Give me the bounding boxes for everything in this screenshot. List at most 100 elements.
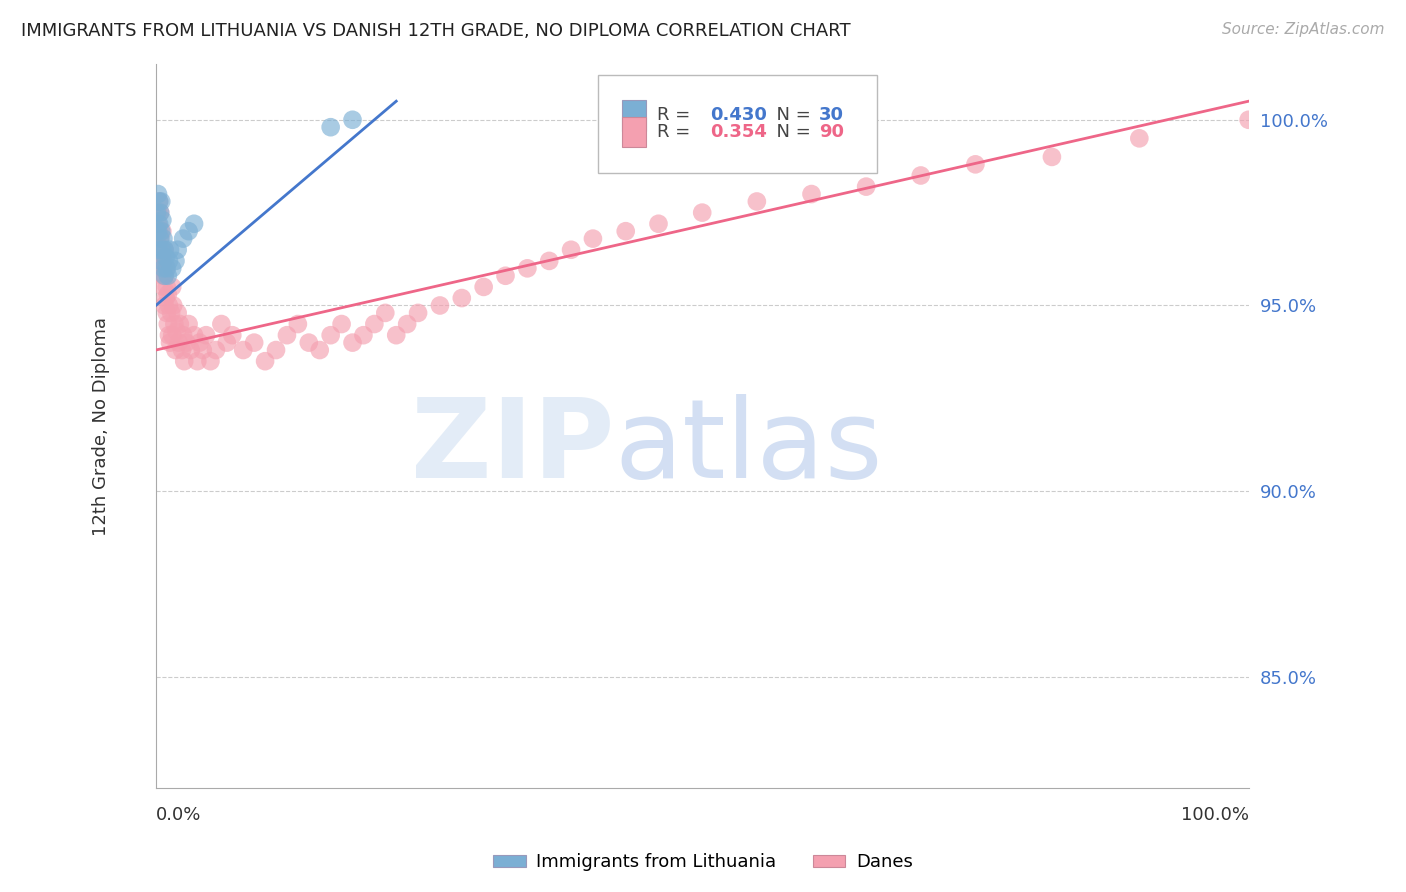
Text: R =: R = — [658, 106, 696, 125]
Point — [146, 205, 169, 219]
Point — [150, 268, 173, 283]
Point — [148, 194, 170, 209]
Point — [276, 328, 298, 343]
Point — [614, 224, 637, 238]
Point — [150, 261, 173, 276]
Point — [149, 205, 172, 219]
Point — [188, 335, 211, 350]
Point — [153, 268, 176, 283]
Point — [374, 306, 396, 320]
Point — [150, 213, 173, 227]
Point — [191, 343, 214, 357]
Point — [150, 250, 173, 264]
Point — [152, 280, 174, 294]
Point — [150, 253, 173, 268]
Point — [186, 354, 208, 368]
Point — [243, 335, 266, 350]
Point — [221, 328, 243, 343]
Point — [148, 194, 170, 209]
Text: 90: 90 — [820, 123, 844, 141]
Point — [516, 261, 538, 276]
Point — [690, 205, 713, 219]
Text: IMMIGRANTS FROM LITHUANIA VS DANISH 12TH GRADE, NO DIPLOMA CORRELATION CHART: IMMIGRANTS FROM LITHUANIA VS DANISH 12TH… — [21, 22, 851, 40]
Point — [1040, 150, 1063, 164]
Point — [169, 317, 191, 331]
Point — [152, 261, 174, 276]
Point — [330, 317, 353, 331]
Point — [146, 232, 169, 246]
Point — [149, 205, 172, 219]
Point — [910, 169, 932, 183]
Point — [396, 317, 419, 331]
Point — [209, 317, 232, 331]
Point — [153, 268, 176, 283]
Text: 0.0%: 0.0% — [156, 806, 201, 824]
Point — [215, 335, 238, 350]
Text: N =: N = — [765, 123, 815, 141]
Point — [232, 343, 254, 357]
Point — [156, 261, 179, 276]
Point — [156, 306, 179, 320]
Point — [352, 328, 374, 343]
Point — [173, 354, 195, 368]
Text: 0.354: 0.354 — [710, 123, 766, 141]
Point — [254, 354, 277, 368]
Point — [152, 253, 174, 268]
Text: N =: N = — [765, 106, 815, 125]
Point — [176, 335, 198, 350]
Point — [150, 224, 173, 238]
Point — [148, 243, 170, 257]
Point — [146, 205, 169, 219]
FancyBboxPatch shape — [623, 100, 647, 131]
Point — [472, 280, 495, 294]
Point — [153, 298, 176, 312]
Point — [195, 328, 218, 343]
Point — [172, 328, 194, 343]
Point — [156, 280, 179, 294]
Point — [965, 157, 987, 171]
Point — [538, 253, 561, 268]
Point — [298, 335, 321, 350]
Text: atlas: atlas — [614, 394, 883, 501]
Point — [146, 217, 169, 231]
Point — [153, 243, 176, 257]
Point — [160, 328, 183, 343]
Point — [155, 261, 177, 276]
Point — [429, 298, 451, 312]
Point — [150, 243, 173, 257]
Point — [406, 306, 429, 320]
Text: 0.430: 0.430 — [710, 106, 766, 125]
Point — [150, 194, 173, 209]
Point — [319, 120, 342, 135]
Text: 100.0%: 100.0% — [1181, 806, 1249, 824]
Point — [149, 232, 172, 246]
Point — [159, 335, 181, 350]
Point — [170, 343, 193, 357]
Point — [157, 253, 180, 268]
Point — [150, 243, 173, 257]
Point — [166, 243, 188, 257]
Point — [146, 187, 169, 202]
Point — [156, 317, 179, 331]
Point — [308, 343, 330, 357]
Point — [264, 343, 287, 357]
Point — [450, 291, 472, 305]
Point — [287, 317, 309, 331]
Point — [342, 112, 364, 127]
Point — [205, 343, 228, 357]
Point — [177, 224, 200, 238]
Point — [146, 224, 169, 238]
Point — [800, 187, 823, 202]
Point — [180, 343, 202, 357]
Point — [148, 243, 170, 257]
Point — [167, 335, 190, 350]
Point — [177, 317, 200, 331]
Point — [495, 268, 517, 283]
Legend: Immigrants from Lithuania, Danes: Immigrants from Lithuania, Danes — [486, 847, 920, 879]
Point — [150, 224, 173, 238]
Text: Source: ZipAtlas.com: Source: ZipAtlas.com — [1222, 22, 1385, 37]
Point — [149, 253, 172, 268]
Point — [153, 243, 176, 257]
Point — [157, 298, 180, 312]
Point — [156, 268, 179, 283]
